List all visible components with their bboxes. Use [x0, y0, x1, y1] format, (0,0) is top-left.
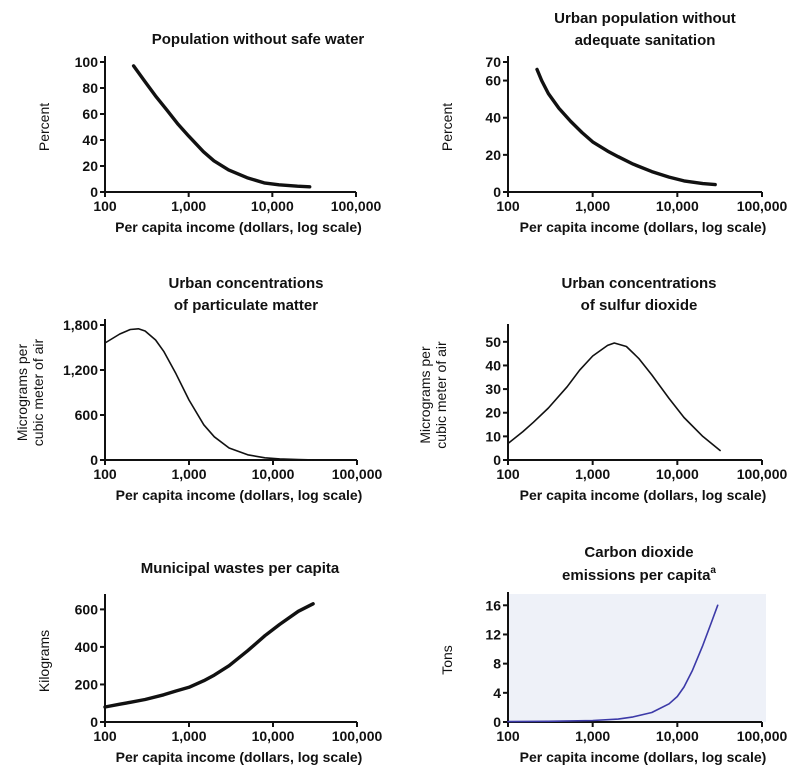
y-axis-label: Percent [439, 103, 455, 151]
x-tick-label: 100,000 [737, 466, 788, 482]
x-tick-label: 100,000 [332, 728, 383, 744]
x-tick-label: 10,000 [656, 728, 699, 744]
y-tick-label: 12 [485, 626, 501, 642]
y-tick-label: 1,200 [63, 362, 98, 378]
x-tick-label: 1,000 [171, 466, 206, 482]
x-tick-label: 1,000 [575, 728, 610, 744]
y-tick-label: 0 [90, 184, 98, 200]
chart-title: emissions per capitaa [562, 565, 716, 584]
series-line [535, 67, 717, 187]
y-tick-label: 70 [485, 54, 501, 70]
y-tick-label: 100 [75, 54, 99, 70]
y-tick-label: 60 [82, 106, 98, 122]
chart-title: Urban concentrations [561, 275, 716, 292]
chart-title: Carbon dioxide [584, 544, 693, 561]
y-tick-label: 60 [485, 73, 501, 89]
y-axis-label: Tons [439, 645, 455, 675]
x-tick-label: 100,000 [737, 728, 788, 744]
y-axis-label: cubic meter of air [30, 338, 46, 446]
x-tick-label: 100 [93, 728, 117, 744]
x-tick-label: 10,000 [252, 466, 295, 482]
chart-panel-1: Population without safe water 100 1,000 10,… [36, 31, 382, 235]
chart-title: adequate sanitation [575, 32, 716, 49]
y-tick-label: 20 [82, 158, 98, 174]
x-tick-label: 100 [496, 198, 520, 214]
chart-title: Population without safe water [152, 31, 365, 48]
x-tick-label: 10,000 [251, 198, 294, 214]
chart-panel-5: Municipal wastes per capita 100 1,000 10,00… [36, 560, 383, 765]
x-tick-label: 100 [93, 198, 117, 214]
series-line [131, 64, 312, 189]
y-tick-label: 50 [485, 334, 501, 350]
y-axis-label: Micrograms per [417, 346, 433, 444]
chart-panel-2: Urban population without adequate sanitat… [439, 10, 788, 235]
y-tick-label: 4 [493, 685, 501, 701]
y-tick-label: 40 [82, 132, 98, 148]
y-tick-label: 600 [75, 407, 99, 423]
x-axis-label: Per capita income (dollars, log scale) [116, 749, 363, 765]
y-axis-label: Micrograms per [14, 344, 30, 442]
x-tick-label: 1,000 [575, 466, 610, 482]
y-tick-label: 80 [82, 80, 98, 96]
plot-background [508, 594, 766, 722]
y-axis-label: Kilograms [36, 630, 52, 692]
chart-title: Municipal wastes per capita [141, 560, 340, 577]
y-tick-label: 0 [90, 452, 98, 468]
y-tick-label: 0 [493, 184, 501, 200]
y-tick-label: 8 [493, 656, 501, 672]
y-axis-label: Percent [36, 103, 52, 151]
x-tick-label: 10,000 [252, 728, 295, 744]
y-tick-label: 0 [493, 714, 501, 730]
x-tick-label: 10,000 [656, 198, 699, 214]
y-axis-label: cubic meter of air [433, 341, 449, 449]
chart-title: Urban concentrations [168, 275, 323, 292]
series-line [104, 328, 314, 461]
y-tick-label: 40 [485, 357, 501, 373]
chart-panel-6: Carbon dioxide emissions per capitaa 100 1,… [439, 544, 788, 765]
series-line [507, 342, 721, 452]
x-tick-label: 1,000 [171, 198, 206, 214]
x-axis-label: Per capita income (dollars, log scale) [520, 219, 767, 235]
y-tick-label: 10 [485, 428, 501, 444]
x-tick-label: 1,000 [575, 198, 610, 214]
y-tick-label: 0 [90, 714, 98, 730]
x-tick-label: 100,000 [331, 198, 382, 214]
series-line [103, 602, 315, 709]
y-tick-label: 0 [493, 452, 501, 468]
chart-title: of sulfur dioxide [581, 297, 698, 314]
x-tick-label: 100,000 [332, 466, 383, 482]
x-axis-label: Per capita income (dollars, log scale) [520, 487, 767, 503]
x-tick-label: 1,000 [171, 728, 206, 744]
x-tick-label: 100 [93, 466, 117, 482]
y-tick-label: 1,800 [63, 317, 98, 333]
chart-title: Urban population without [554, 10, 736, 27]
y-tick-label: 30 [485, 381, 501, 397]
x-tick-label: 100,000 [737, 198, 788, 214]
y-tick-label: 16 [485, 597, 501, 613]
y-tick-label: 200 [75, 676, 99, 692]
y-tick-label: 20 [485, 405, 501, 421]
x-tick-label: 100 [496, 466, 520, 482]
y-tick-label: 600 [75, 601, 99, 617]
series-line [507, 604, 719, 723]
y-tick-label: 40 [485, 110, 501, 126]
chart-panel-3: Urban concentrations of particulate matte… [14, 275, 383, 503]
x-axis-label: Per capita income (dollars, log scale) [520, 749, 767, 765]
chart-title: of particulate matter [174, 297, 318, 314]
x-tick-label: 10,000 [656, 466, 699, 482]
x-tick-label: 100 [496, 728, 520, 744]
y-tick-label: 20 [485, 147, 501, 163]
y-tick-label: 400 [75, 639, 99, 655]
x-axis-label: Per capita income (dollars, log scale) [116, 487, 363, 503]
title-superscript: a [710, 565, 716, 576]
x-axis-label: Per capita income (dollars, log scale) [115, 219, 362, 235]
